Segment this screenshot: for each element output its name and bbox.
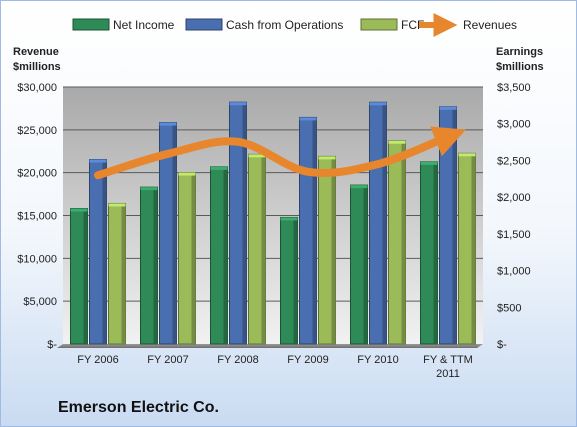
left-axis-title: Revenue $millions: [13, 45, 61, 75]
bar-top-highlight: [70, 208, 88, 212]
bar-side-shade: [83, 208, 88, 344]
x-tick-label: FY & TTM: [423, 354, 473, 366]
legend-swatch: [360, 18, 398, 31]
bar-top-highlight: [248, 154, 266, 158]
bar-top-highlight: [318, 156, 336, 160]
bar-side-shade: [121, 203, 126, 344]
bar-side-shade: [331, 156, 336, 344]
left-axis-title-line2: $millions: [13, 61, 61, 73]
bar-side-shade: [382, 102, 387, 345]
bar-top-highlight: [350, 185, 368, 189]
bar-side-shade: [172, 122, 177, 344]
y-right-tick-label: $1,500: [497, 229, 531, 241]
y-right-tick-label: $3,500: [497, 82, 531, 94]
bar-side-shade: [312, 117, 317, 344]
y-right-tick-label: $1,000: [497, 266, 531, 278]
bar-side-shade: [223, 166, 228, 344]
x-tick-label: FY 2006: [77, 354, 118, 366]
bar-side-shade: [452, 106, 457, 344]
legend-swatch: [185, 18, 223, 31]
bar-top-highlight: [140, 187, 158, 191]
y-left-tick-label: $20,000: [17, 168, 57, 180]
legend-swatch: [72, 18, 110, 31]
bar-top-highlight: [458, 153, 476, 157]
bar-top-highlight: [210, 166, 228, 170]
bar-top-highlight: [280, 217, 298, 221]
y-left-tick-label: $10,000: [17, 253, 57, 265]
right-axis-title-line1: Earnings: [496, 46, 544, 58]
revenue-line: [94, 126, 466, 180]
y-right-tick-label: $500: [497, 302, 521, 314]
y-right-tick-label: $-: [497, 339, 507, 351]
bar-top-highlight: [439, 106, 457, 110]
bar-side-shade: [293, 217, 298, 344]
x-tick-label: FY 2007: [147, 354, 188, 366]
x-tick-label: FY 2010: [357, 354, 398, 366]
bar-side-shade: [242, 102, 247, 345]
bar-top-highlight: [229, 102, 247, 106]
right-axis-title: Earnings $millions: [496, 45, 544, 75]
bar-side-shade: [433, 161, 438, 344]
bar-top-highlight: [178, 172, 196, 176]
y-left-tick-label: $5,000: [23, 296, 57, 308]
company-name: Emerson Electric Co.: [58, 399, 219, 416]
bar-side-shade: [191, 172, 196, 344]
bar-top-highlight: [420, 161, 438, 165]
y-right-tick-label: $2,000: [497, 192, 531, 204]
legend-label: FCF: [401, 18, 424, 32]
y-left-tick-label: $-: [47, 339, 57, 351]
bar-top-highlight: [299, 117, 317, 121]
bar-top-highlight: [89, 159, 107, 163]
y-left-tick-label: $30,000: [17, 82, 57, 94]
bar-top-highlight: [108, 203, 126, 207]
x-tick-label: 2011: [436, 368, 460, 380]
left-axis-title-line1: Revenue: [13, 46, 59, 58]
bar-top-highlight: [159, 122, 177, 126]
bar-side-shade: [401, 140, 406, 344]
legend-label-revenues: Revenues: [463, 18, 517, 32]
bar-side-shade: [471, 153, 476, 344]
bar-side-shade: [261, 154, 266, 344]
plot-floor: [57, 344, 483, 348]
x-tick-label: FY 2009: [287, 354, 328, 366]
bar-side-shade: [363, 185, 368, 344]
bar-side-shade: [102, 159, 107, 344]
legend-label: Cash from Operations: [226, 18, 343, 32]
y-right-tick-label: $2,500: [497, 155, 531, 167]
legend-label: Net Income: [113, 18, 175, 32]
x-tick-label: FY 2008: [217, 354, 258, 366]
y-left-tick-label: $15,000: [17, 211, 57, 223]
right-axis-title-line2: $millions: [496, 61, 544, 73]
y-right-tick-label: $3,000: [497, 119, 531, 131]
y-left-tick-label: $25,000: [17, 125, 57, 137]
bar-top-highlight: [369, 102, 387, 106]
bar-side-shade: [153, 187, 158, 344]
bar-top-highlight: [388, 140, 406, 144]
